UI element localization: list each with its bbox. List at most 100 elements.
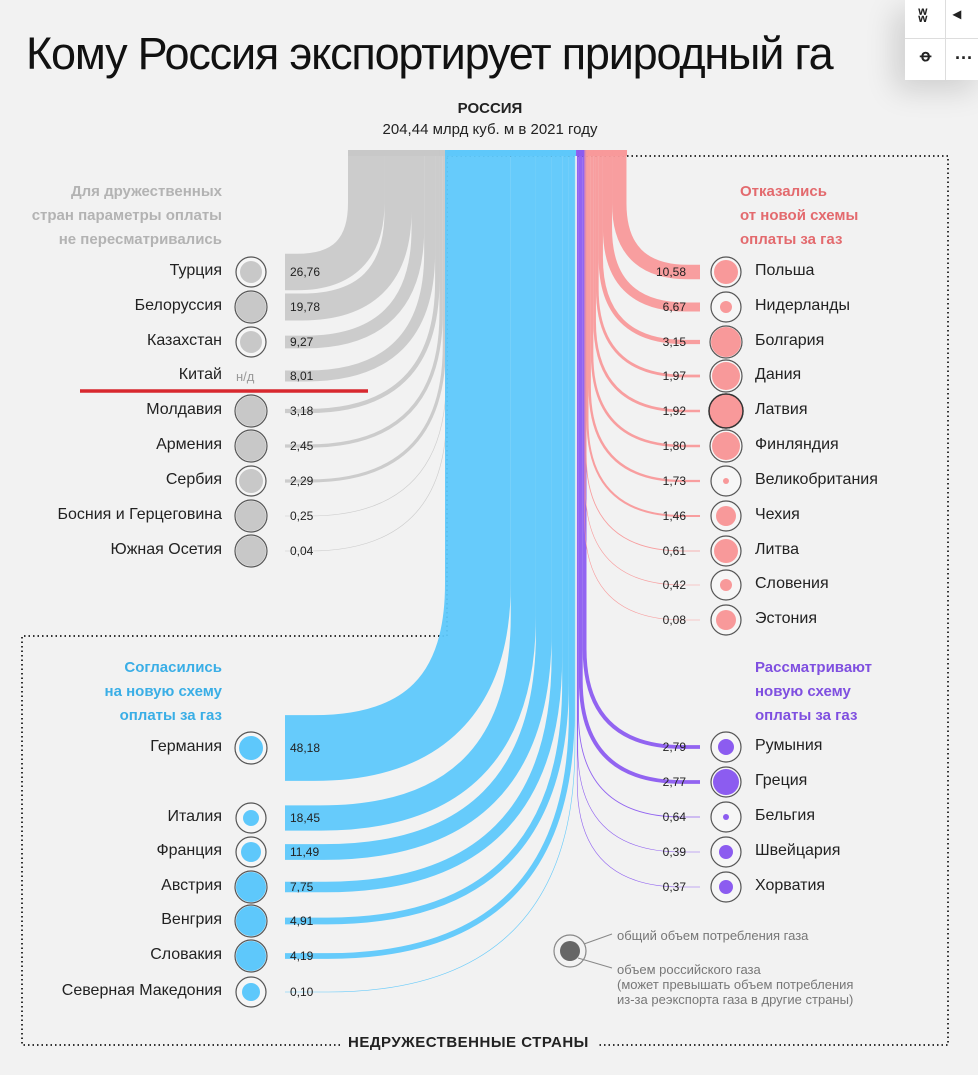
note-line: Для дружественных [70,183,222,200]
note-line: стран параметры оплаты [31,207,222,224]
legend-pointer [583,933,613,945]
country-label: Латвия [755,401,808,418]
russian-gas-circle [239,469,263,493]
flow-band-agreed [285,150,575,959]
note-line: Рассматривают [755,659,872,676]
russian-gas-circle [241,842,261,862]
country-label: Греция [755,772,808,789]
russian-gas-circle [716,506,736,526]
legend-outer-circle [553,934,587,968]
considering-note: Рассматривают новую схему оплаты за газ [755,656,955,728]
country-label: Литва [755,541,799,558]
russian-gas-circle [708,393,744,429]
russian-gas-circle [712,362,740,390]
divider [905,38,978,39]
russian-gas-circle [236,941,266,971]
country-value: 26,76 [290,265,321,279]
note-line: на новую схему [104,683,222,700]
country-label: Германия [150,738,222,755]
russian-gas-circle [720,301,732,313]
russian-gas-circle [239,736,263,760]
country-label: Китай [178,366,222,383]
country-value: 0,61 [662,544,686,558]
flow-band-refused [595,150,700,378]
flow-band-considering [578,150,700,784]
russian-gas-circle [236,501,266,531]
country-label: Северная Македония [61,982,222,999]
country-label: Румыния [755,737,823,754]
flow-band-considering [577,150,700,853]
country-value: 1,73 [662,474,686,488]
country-value: 8,01 [290,369,314,383]
ok-share-icon[interactable]: ꝋ [920,48,932,65]
note-line: новую схему [755,683,851,700]
country-value: 0,08 [662,613,686,627]
russian-gas-circle [711,327,741,357]
share-panel: ʬ ◂ ꝋ ··· [905,0,978,80]
country-value: 4,19 [290,949,314,963]
flow-band-refused [598,150,700,345]
russian-gas-circle [714,539,738,563]
flow-band-friendly [285,150,443,448]
flow-band-refused [593,150,700,413]
flow-band-refused [585,150,700,552]
russian-gas-circle [723,814,729,820]
russian-gas-circle [242,983,260,1001]
flow-band-friendly [285,150,446,483]
country-value: 1,46 [662,509,686,523]
country-value: 2,79 [662,740,686,754]
flow-band-agreed [285,150,552,860]
legend-outer-label: общий объем потребления газа [617,928,809,943]
legend-line: из-за реэкспорта газа в другие страны) [617,992,854,1007]
country-label: Дания [755,366,802,383]
country-value: 4,91 [290,914,314,928]
flow-band-agreed [285,150,511,781]
country-label: Болгария [755,332,825,349]
flow-band-considering [576,150,700,888]
country-label: Казахстан [147,332,222,349]
russian-gas-circle [236,872,266,902]
country-label: Австрия [161,877,222,894]
vk-share-icon[interactable]: ʬ [918,6,928,26]
country-value: 1,97 [662,369,686,383]
country-value: 2,45 [290,439,314,453]
country-value: 0,37 [662,880,686,894]
russian-gas-circle [236,536,266,566]
page-title: Кому Россия экспортирует природный га [26,28,834,79]
country-label: Чехия [755,506,800,523]
more-share-icon[interactable]: ··· [955,48,973,68]
russian-gas-circle [716,610,736,630]
country-label: Турция [169,262,222,279]
no-data-label: н/д [236,369,255,384]
country-value: 3,18 [290,404,314,418]
country-value: 1,80 [662,439,686,453]
flow-band-friendly [285,150,425,349]
flow-band-refused [602,150,700,312]
russian-gas-circle [723,478,729,484]
flow-band-agreed [285,150,563,893]
unfriendly-label: НЕДРУЖЕСТВЕННЫЕ СТРАНЫ [340,1034,597,1051]
country-value: 6,67 [662,300,686,314]
divider [945,0,946,80]
legend-inner-label: объем российского газа (может превышать … [617,962,853,1007]
country-label: Эстония [755,610,817,627]
note-line: Отказались [740,183,827,200]
country-label: Швейцария [755,842,841,859]
note-line: Согласились [124,659,222,676]
legend-line: объем российского газа [617,962,761,977]
country-value: 48,18 [290,741,321,755]
flow-band-friendly [285,150,436,382]
flow-band-refused [586,150,700,517]
russian-gas-circle [236,906,266,936]
country-value: 19,78 [290,300,321,314]
telegram-share-icon[interactable]: ◂ [953,6,962,23]
note-line: от новой схемы [740,207,859,224]
country-label: Хорватия [755,877,826,894]
flow-band-refused [612,150,700,280]
flow-band-agreed [285,150,576,993]
country-label: Молдавия [146,401,222,418]
country-value: 7,75 [290,880,314,894]
flow-band-agreed [285,150,536,831]
country-value: 18,45 [290,811,321,825]
